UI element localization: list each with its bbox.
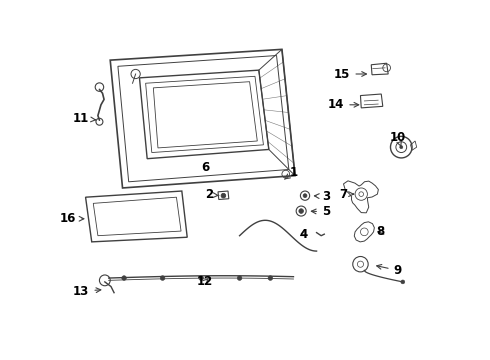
Text: 6: 6 [201, 161, 209, 175]
Text: 4: 4 [300, 228, 308, 240]
Text: 7: 7 [339, 188, 353, 201]
Circle shape [400, 145, 403, 149]
Circle shape [299, 209, 303, 213]
Text: 12: 12 [197, 275, 213, 288]
Text: 15: 15 [334, 68, 367, 81]
Circle shape [221, 193, 226, 198]
Text: 1: 1 [285, 166, 298, 179]
Text: 10: 10 [389, 131, 406, 147]
Text: 3: 3 [315, 190, 330, 203]
Text: 11: 11 [73, 112, 96, 125]
Text: 16: 16 [60, 212, 84, 225]
Text: 14: 14 [328, 98, 359, 111]
Text: 5: 5 [311, 205, 330, 218]
Circle shape [122, 276, 126, 280]
Text: 8: 8 [377, 225, 385, 238]
Circle shape [237, 276, 242, 280]
Circle shape [160, 276, 165, 280]
Circle shape [199, 276, 203, 280]
Circle shape [303, 194, 307, 198]
Circle shape [401, 280, 405, 284]
Text: 13: 13 [73, 285, 101, 298]
Text: 9: 9 [377, 264, 402, 277]
Text: 2: 2 [205, 188, 219, 201]
Circle shape [268, 276, 273, 280]
